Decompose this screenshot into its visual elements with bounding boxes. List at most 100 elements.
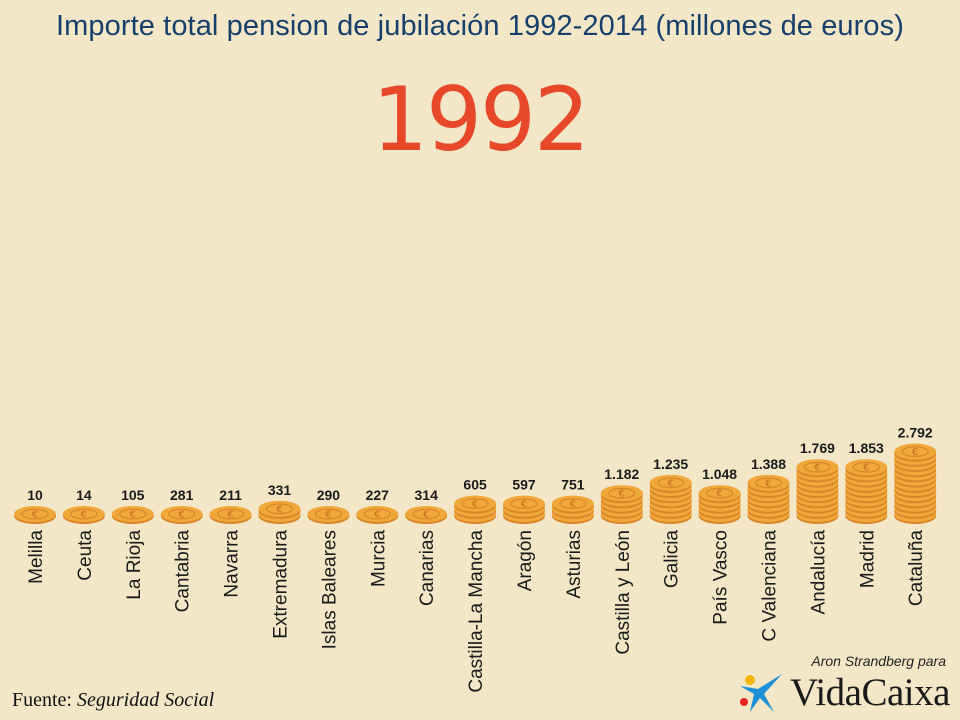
coin-stack: €	[796, 459, 839, 524]
coin: €	[356, 506, 399, 524]
coin: €	[160, 506, 203, 524]
category-label: Canarias	[417, 530, 438, 606]
category-label: País Vasco	[711, 530, 732, 625]
star-logo-icon	[740, 674, 782, 712]
coin: €	[503, 495, 545, 514]
svg-text:€: €	[619, 489, 625, 500]
value-label: 290	[317, 487, 341, 503]
category-label: Ceuta	[75, 530, 96, 581]
svg-text:€: €	[863, 463, 869, 474]
value-label: 314	[415, 487, 439, 503]
value-label: 331	[268, 482, 292, 498]
category-label: Madrid	[857, 530, 878, 588]
value-label: 1.048	[702, 466, 737, 482]
svg-text:€: €	[276, 504, 282, 515]
category-label: Navarra	[222, 530, 243, 598]
coin-stack: €	[649, 474, 692, 524]
svg-text:€: €	[668, 478, 674, 489]
coin-stack: €	[62, 506, 105, 524]
value-label: 1.769	[800, 440, 835, 456]
coin-stack: €	[209, 506, 252, 524]
category-label: Galicia	[662, 530, 683, 589]
coin-stack: €	[698, 485, 741, 524]
value-label: 227	[366, 487, 390, 503]
svg-text:€: €	[227, 510, 233, 521]
value-label: 1.235	[653, 456, 688, 472]
value-label: 751	[561, 477, 585, 493]
category-label: Cantabria	[173, 530, 194, 613]
coin: €	[551, 495, 594, 514]
coin: €	[600, 485, 643, 504]
svg-text:€: €	[472, 499, 478, 510]
category-label: La Rioja	[124, 530, 145, 600]
svg-text:€: €	[765, 478, 771, 489]
svg-text:€: €	[570, 499, 576, 510]
category-label: Cataluña	[906, 530, 927, 606]
logo-text: VidaCaixa	[790, 671, 950, 714]
coin: €	[698, 485, 741, 504]
svg-text:€: €	[179, 510, 185, 521]
vidacaixa-logo: VidaCaixa	[736, 671, 950, 714]
svg-text:€: €	[32, 510, 38, 521]
value-label: 105	[121, 487, 145, 503]
svg-text:€: €	[81, 510, 87, 521]
coin-stack: €	[600, 485, 643, 524]
source-value: Seguridad Social	[77, 689, 215, 711]
coin-stack: €	[747, 474, 790, 524]
svg-text:€: €	[374, 510, 380, 521]
chart-title: Importe total pension de jubilación 1992…	[55, 10, 904, 42]
coin-stack: €	[307, 506, 350, 524]
category-label: Extremadura	[271, 530, 292, 639]
value-label: 1.388	[751, 456, 786, 472]
coin-stack: €	[111, 506, 154, 524]
value-label: 281	[170, 487, 194, 503]
coin-stack: €	[405, 506, 448, 524]
coin: €	[258, 500, 301, 519]
category-label: Asturias	[564, 530, 585, 599]
coin: €	[845, 459, 888, 478]
coin-stack: €	[160, 506, 203, 524]
coin-stack: €	[356, 506, 399, 524]
coin-stack: €	[14, 506, 56, 524]
coin: €	[649, 474, 692, 493]
svg-text:€: €	[423, 510, 429, 521]
svg-text:€: €	[521, 499, 527, 510]
svg-text:€: €	[325, 510, 331, 521]
category-label: Murcia	[368, 530, 389, 587]
coin: €	[747, 474, 790, 493]
coin: €	[405, 506, 448, 524]
category-label: Andalucía	[808, 530, 829, 615]
value-label: 597	[512, 477, 536, 493]
coin-stack: €	[845, 459, 888, 524]
value-label: 1.182	[604, 466, 639, 482]
coin: €	[454, 495, 497, 514]
value-label: 211	[219, 487, 242, 503]
value-label: 2.792	[898, 425, 933, 441]
svg-text:€: €	[912, 447, 918, 458]
coin: €	[14, 506, 56, 524]
coin-stack: €	[258, 500, 301, 524]
value-label: 14	[76, 487, 92, 503]
year-label: 1992	[372, 68, 590, 171]
value-label: 605	[463, 477, 487, 493]
coin-stack: €	[894, 443, 937, 524]
category-label: Aragón	[515, 530, 536, 591]
coin: €	[209, 506, 252, 524]
category-label: Castilla y León	[613, 530, 634, 655]
coin-stack: €	[503, 495, 545, 524]
category-label: Castilla-La Mancha	[466, 530, 487, 693]
coin: €	[796, 459, 839, 478]
coin: €	[62, 506, 105, 524]
source-label: Fuente:	[12, 689, 72, 711]
credit-text: Aron Strandberg para	[811, 653, 946, 669]
coin: €	[111, 506, 154, 524]
coin-stack: €	[551, 495, 594, 524]
category-label: C Valenciana	[760, 530, 781, 642]
source-note: Fuente: Seguridad Social	[12, 689, 214, 712]
svg-text:€: €	[814, 463, 820, 474]
svg-text:€: €	[716, 489, 722, 500]
coin: €	[307, 506, 350, 524]
category-label: Islas Baleares	[319, 530, 340, 649]
value-label: 10	[27, 487, 43, 503]
